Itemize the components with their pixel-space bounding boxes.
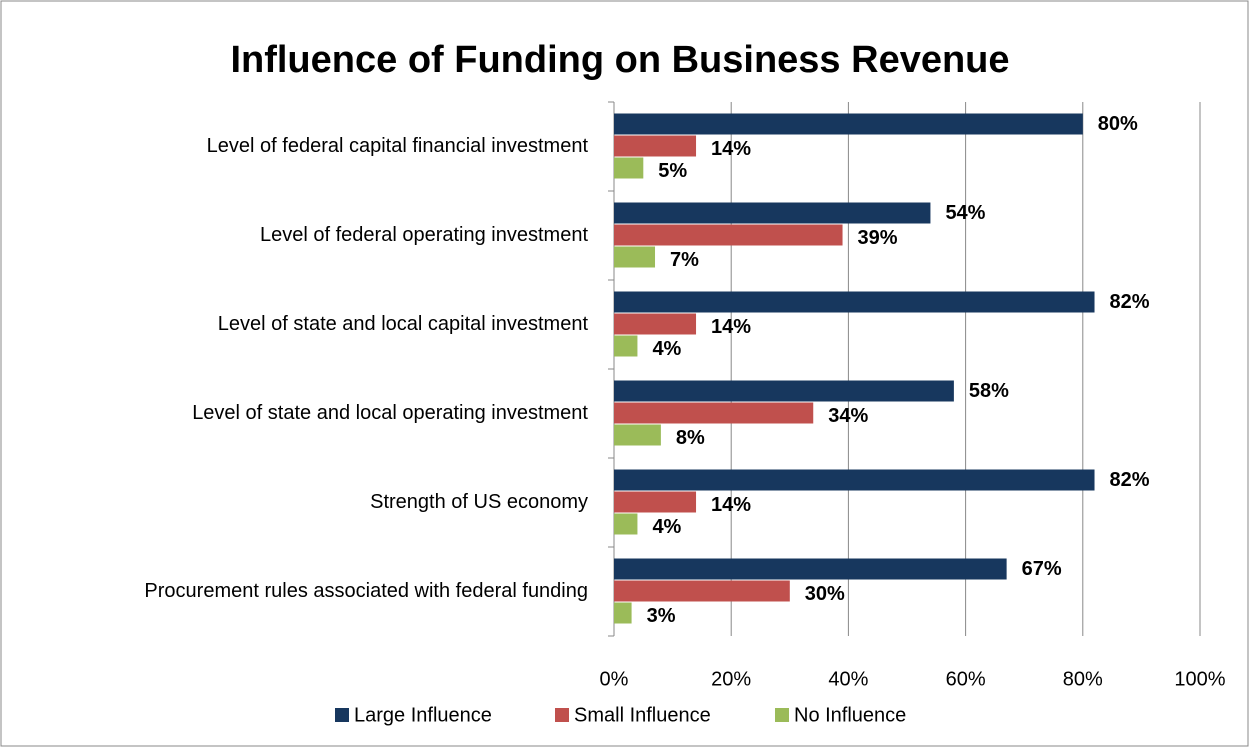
value-label: 39% bbox=[858, 227, 898, 249]
bar bbox=[614, 513, 638, 535]
value-label: 82% bbox=[1110, 469, 1150, 491]
bar bbox=[614, 313, 697, 335]
bar bbox=[614, 113, 1083, 135]
value-label: 4% bbox=[652, 516, 681, 538]
value-label: 14% bbox=[711, 494, 751, 516]
value-label: 8% bbox=[676, 427, 705, 449]
bar bbox=[614, 424, 661, 446]
value-label: 80% bbox=[1098, 113, 1138, 135]
y-tick-label: Level of state and local operating inves… bbox=[192, 402, 588, 424]
chart-title: Influence of Funding on Business Revenue bbox=[230, 39, 1009, 81]
value-label: 67% bbox=[1022, 558, 1062, 580]
legend-label: Small Influence bbox=[574, 704, 711, 726]
y-tick-label: Procurement rules associated with federa… bbox=[144, 580, 588, 602]
bar bbox=[614, 224, 843, 246]
y-tick-label: Level of state and local capital investm… bbox=[218, 313, 589, 335]
value-label: 3% bbox=[647, 605, 676, 627]
x-tick-label: 100% bbox=[1174, 668, 1225, 690]
bar bbox=[614, 135, 697, 157]
bar bbox=[614, 469, 1095, 491]
legend-swatch bbox=[775, 708, 789, 722]
x-tick-label: 40% bbox=[828, 668, 868, 690]
bar bbox=[614, 491, 697, 513]
bar bbox=[614, 580, 790, 602]
value-label: 58% bbox=[969, 380, 1009, 402]
x-tick-label: 60% bbox=[946, 668, 986, 690]
bar bbox=[614, 335, 638, 357]
value-label: 5% bbox=[658, 160, 687, 182]
bar bbox=[614, 291, 1095, 313]
bar bbox=[614, 157, 644, 179]
value-label: 7% bbox=[670, 249, 699, 271]
bar bbox=[614, 402, 814, 424]
legend-swatch bbox=[335, 708, 349, 722]
x-tick-label: 80% bbox=[1063, 668, 1103, 690]
legend-label: Large Influence bbox=[354, 704, 492, 726]
legend-swatch bbox=[555, 708, 569, 722]
y-tick-label: Strength of US economy bbox=[370, 491, 588, 513]
y-tick-label: Level of federal capital financial inves… bbox=[207, 135, 589, 157]
bar bbox=[614, 202, 931, 224]
bar bbox=[614, 246, 656, 268]
value-label: 14% bbox=[711, 138, 751, 160]
bar bbox=[614, 602, 632, 624]
legend-label: No Influence bbox=[794, 704, 906, 726]
value-label: 82% bbox=[1110, 291, 1150, 313]
value-label: 30% bbox=[805, 583, 845, 605]
bar bbox=[614, 380, 954, 402]
value-label: 34% bbox=[828, 405, 868, 427]
x-tick-label: 0% bbox=[600, 668, 629, 690]
value-label: 14% bbox=[711, 316, 751, 338]
bar bbox=[614, 558, 1007, 580]
y-tick-label: Level of federal operating investment bbox=[260, 224, 588, 246]
value-label: 4% bbox=[652, 338, 681, 360]
value-label: 54% bbox=[945, 202, 985, 224]
x-tick-label: 20% bbox=[711, 668, 751, 690]
